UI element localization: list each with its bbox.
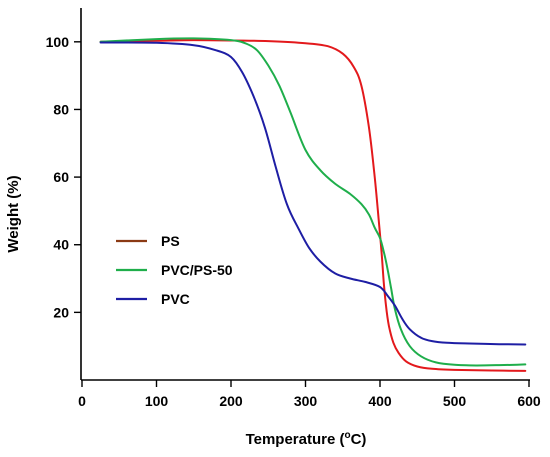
- y-tick-label: 100: [46, 34, 70, 50]
- ticks: 0 100 200 300 400 500 600 20 40 60 80 100: [46, 34, 541, 409]
- y-tick-label: 20: [53, 304, 69, 320]
- series-line-pvc: [99, 41, 527, 346]
- legend-label: PVC/PS-50: [161, 262, 233, 278]
- y-axis-title: Weight (%): [5, 175, 22, 252]
- legend-label: PVC: [161, 291, 190, 307]
- x-axis-title: Temperature (oC): [246, 430, 367, 448]
- legend: PS PVC/PS-50 PVC: [116, 233, 233, 307]
- x-tick-label: 400: [368, 393, 392, 409]
- axes: [80, 8, 530, 381]
- x-tick-label: 300: [294, 393, 318, 409]
- series-line-ps: [99, 39, 527, 372]
- x-tick-label: 600: [517, 393, 541, 409]
- x-tick-label: 0: [78, 393, 86, 409]
- x-tick-label: 100: [145, 393, 169, 409]
- y-tick-label: 40: [53, 237, 69, 253]
- y-tick-label: 60: [53, 169, 69, 185]
- x-tick-label: 500: [443, 393, 467, 409]
- x-tick-label: 200: [219, 393, 243, 409]
- legend-label: PS: [161, 233, 180, 249]
- series-line-pvc-ps-50: [99, 37, 527, 367]
- series-layer: [99, 37, 527, 372]
- y-tick-label: 80: [53, 101, 69, 117]
